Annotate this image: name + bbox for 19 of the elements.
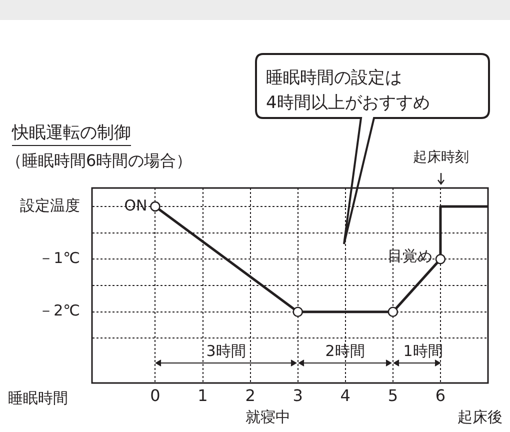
text: 起床後 [458,408,502,426]
text: 起床時刻 [413,150,469,166]
annotation: 1時間 [403,342,443,360]
x-tick-label: 2 [245,386,256,405]
annotation: 3時間 [206,342,246,360]
y-tick-label: －2℃ [38,302,80,320]
x-tick-label: 5 [388,386,398,405]
x-tick-label: 6 [435,386,446,405]
x-tick-label: 4 [340,386,350,405]
chart-subtitle: （睡眠時間6時間の場合） [6,150,192,172]
x-axis-title: 睡眠時間 [8,388,68,407]
text: 就寝中 [246,408,290,426]
y-tick-label: －1℃ [38,249,80,268]
x-tick-label: 1 [198,386,208,405]
x-tick-label: 0 [150,386,160,405]
chart-title: 快眠運転の制御 [12,122,131,146]
text: 睡眠時間の設定は 4時間以上がおすすめ [266,67,430,115]
x-tick-label: 3 [292,386,303,405]
y-tick-label: 設定温度 [20,196,80,214]
